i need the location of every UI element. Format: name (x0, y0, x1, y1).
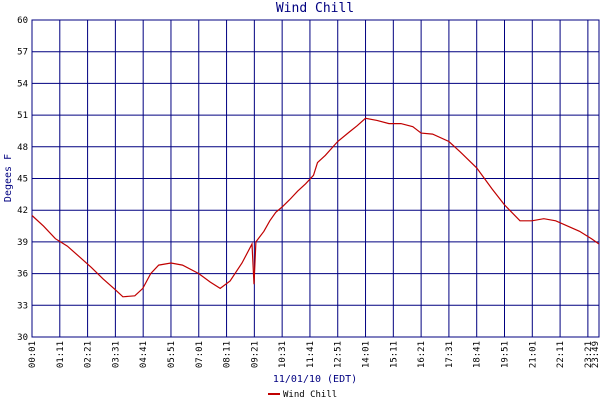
x-tick-label: 21:01 (528, 341, 538, 368)
x-tick-label: 18:41 (473, 341, 483, 368)
y-tick-label: 36 (17, 270, 28, 280)
x-tick-label: 11:41 (306, 341, 316, 368)
x-tick-label: 17:31 (445, 341, 455, 368)
y-tick-label: 30 (17, 333, 28, 343)
x-tick-label: 09:21 (250, 341, 260, 368)
y-tick-label: 51 (17, 111, 28, 121)
x-tick-label: 12:51 (334, 341, 344, 368)
x-tick-label: 01:11 (56, 341, 66, 368)
x-tick-label: 02:21 (84, 341, 94, 368)
y-tick-label: 45 (17, 175, 28, 185)
x-tick-label: 19:51 (501, 341, 511, 368)
x-tick-label: 15:11 (389, 341, 399, 368)
y-tick-label: 33 (17, 301, 28, 311)
y-axis-label: Degees F (3, 154, 14, 202)
x-tick-label: 08:11 (223, 341, 233, 368)
legend-label: Wind Chill (283, 390, 337, 400)
y-tick-label: 54 (17, 79, 28, 89)
x-tick-label: 04:41 (139, 341, 149, 368)
y-tick-label: 48 (17, 143, 28, 153)
y-tick-label: 42 (17, 206, 28, 216)
data-line (31, 117, 600, 298)
x-tick-label: 22:11 (556, 341, 566, 368)
x-tick-label: 00:01 (28, 341, 38, 368)
x-tick-label: 10:31 (278, 341, 288, 368)
y-tick-label: 57 (17, 48, 28, 58)
x-tick-label: 23:21 (584, 341, 594, 368)
y-tick-label: 39 (17, 238, 28, 248)
x-tick-label: 16:21 (417, 341, 427, 368)
x-tick-label: 03:31 (111, 341, 121, 368)
y-tick-label: 60 (17, 16, 28, 26)
chart-title: Wind Chill (276, 1, 354, 16)
x-axis-label: 11/01/10 (EDT) (273, 374, 357, 385)
x-tick-label: 05:51 (167, 341, 177, 368)
x-tick-label: 14:01 (362, 341, 372, 368)
x-tick-label: 23:49 (591, 341, 600, 368)
x-tick-label: 07:01 (195, 341, 205, 368)
